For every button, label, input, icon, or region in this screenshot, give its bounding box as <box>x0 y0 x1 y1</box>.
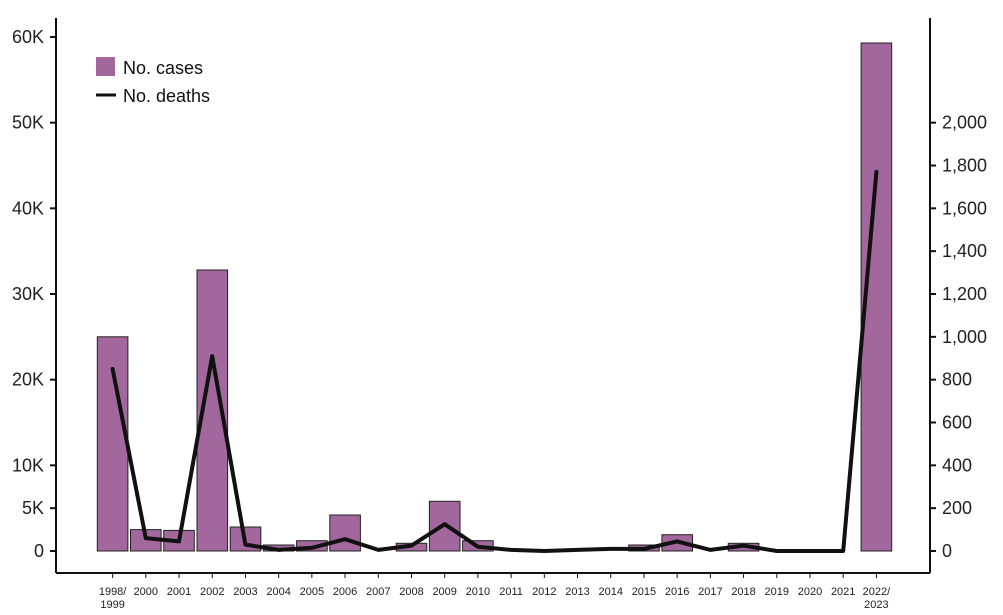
right-tick-label-0: 0 <box>942 541 952 561</box>
legend-cases-swatch <box>96 57 115 76</box>
deaths-point-13 <box>542 549 546 553</box>
deaths-point-15 <box>609 547 613 551</box>
bar-7 <box>329 514 361 552</box>
deaths-point-4 <box>243 543 247 547</box>
deaths-point-14 <box>576 548 579 552</box>
line-layer <box>110 169 879 553</box>
x-tick-label-5: 2004 <box>266 586 290 598</box>
right-tick-label-1: 200 <box>942 498 972 518</box>
bars-layer <box>96 42 893 552</box>
x-tick-label-21: 2020 <box>798 586 822 598</box>
deaths-point-9 <box>410 544 413 548</box>
left-tick-label-4: 30K <box>12 284 44 304</box>
x-tick-label-4: 2003 <box>233 586 257 598</box>
deaths-point-16 <box>642 547 646 551</box>
deaths-line <box>110 169 879 553</box>
deaths-point-0 <box>111 367 115 371</box>
left-tick-label-3: 20K <box>12 370 44 390</box>
left-tick-label-6: 50K <box>12 113 44 133</box>
x-tick-label-8: 2007 <box>366 586 390 598</box>
right-tick-label-9: 1,800 <box>942 156 987 176</box>
x-tick-label-6: 2005 <box>300 586 324 598</box>
x-tick-label-19: 2018 <box>731 586 755 598</box>
x-tick-label-13: 2012 <box>532 586 556 598</box>
deaths-point-23 <box>874 170 878 174</box>
right-tick-label-7: 1,400 <box>942 241 987 261</box>
x-tick-label-9: 2008 <box>399 586 423 598</box>
right-tick-label-3: 600 <box>942 413 972 433</box>
x-tick-label-12: 2011 <box>499 586 523 598</box>
right-tick-label-8: 1,600 <box>942 198 987 218</box>
deaths-point-19 <box>742 544 746 548</box>
right-tick-label-10: 2,000 <box>942 113 987 133</box>
right-tick-label-2: 400 <box>942 455 972 475</box>
deaths-point-22 <box>841 549 845 553</box>
deaths-point-1 <box>144 536 148 540</box>
x-tick-label-18: 2017 <box>698 586 722 598</box>
legend: No. cases No. deaths <box>96 57 210 106</box>
deaths-point-2 <box>177 539 181 543</box>
right-tick-label-5: 1,000 <box>942 327 987 347</box>
x-tick-label-11: 2010 <box>466 586 490 598</box>
deaths-point-7 <box>343 537 347 541</box>
deaths-point-10 <box>443 522 447 526</box>
left-axis-ticks: 0 5K 10K 20K 30K 40K 50K 60K <box>12 27 56 561</box>
left-tick-label-7: 60K <box>12 27 44 47</box>
x-tick-label-3: 2002 <box>200 586 224 598</box>
x-tick-label-15: 2014 <box>598 586 622 598</box>
legend-cases-label: No. cases <box>123 58 203 78</box>
x-tick-label-17: 2016 <box>665 586 689 598</box>
x-tick-label-7: 2006 <box>333 586 357 598</box>
x-tick-label-20: 2019 <box>765 586 789 598</box>
deaths-point-18 <box>708 548 712 552</box>
x-tick-label-22: 2021 <box>831 586 855 598</box>
x-tick-label-2: 2001 <box>167 586 191 598</box>
deaths-point-3 <box>210 354 214 358</box>
deaths-point-8 <box>376 548 380 552</box>
legend-deaths-label: No. deaths <box>123 86 210 106</box>
x-tick-label-23: 2022/2023 <box>863 586 891 611</box>
x-tick-label-0: 1998/1999 <box>99 586 127 611</box>
deaths-point-11 <box>476 545 480 549</box>
deaths-point-17 <box>675 539 679 543</box>
x-tick-label-1: 2000 <box>134 586 158 598</box>
deaths-point-6 <box>310 546 314 550</box>
x-tick-label-10: 2009 <box>432 586 456 598</box>
right-tick-label-4: 800 <box>942 370 972 390</box>
left-tick-label-5: 40K <box>12 198 44 218</box>
x-tick-label-16: 2015 <box>632 586 656 598</box>
right-axis-ticks: 0 200 400 600 800 1,000 1,200 1,400 1,600 1,800 2,… <box>930 113 987 561</box>
left-tick-label-2: 10K <box>12 455 44 475</box>
x-axis-labels: 1998/1999 2000 2001 2002 2003 2004 2005 2006 200… <box>99 573 891 611</box>
deaths-point-5 <box>277 548 281 552</box>
x-tick-label-14: 2013 <box>565 586 589 598</box>
right-tick-label-6: 1,200 <box>942 284 987 304</box>
deaths-point-21 <box>808 549 812 553</box>
left-tick-label-0: 0 <box>34 541 44 561</box>
deaths-point-20 <box>775 549 779 553</box>
left-tick-label-1: 5K <box>22 498 44 518</box>
deaths-point-12 <box>509 548 513 552</box>
